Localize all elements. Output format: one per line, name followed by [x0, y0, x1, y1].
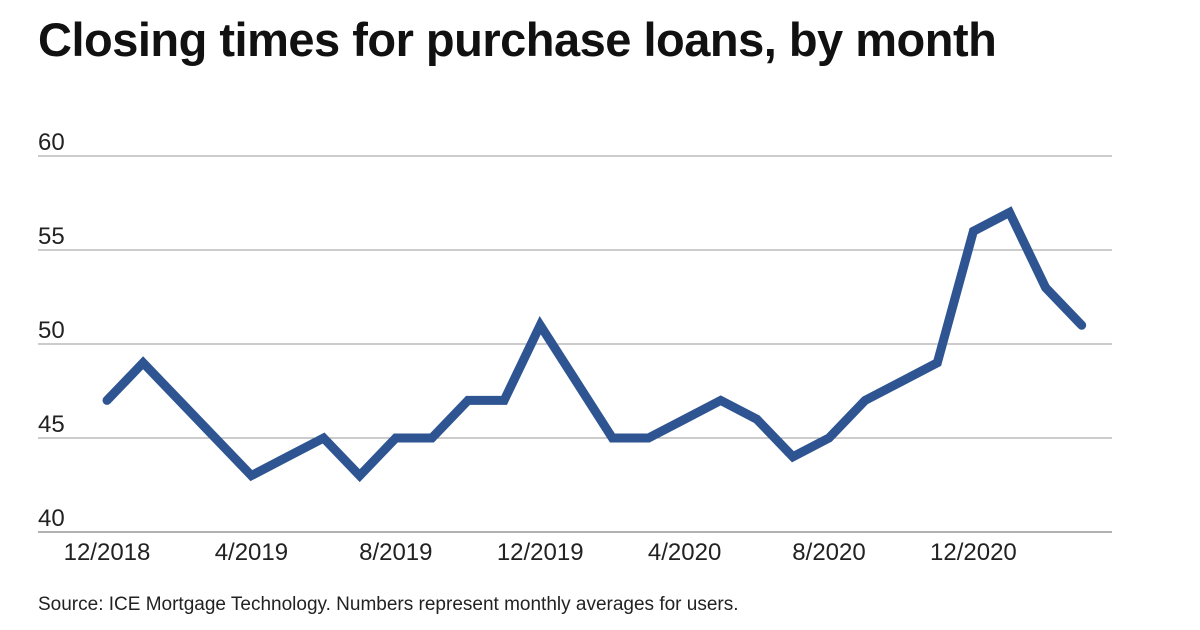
- data-point: [756, 418, 758, 420]
- data-point: [1045, 287, 1047, 289]
- x-tick-label: 8/2019: [359, 539, 432, 566]
- x-tick-label: 12/2018: [64, 539, 151, 566]
- y-axis-ticks: 40 45 50 55 60: [38, 129, 65, 532]
- data-point: [1009, 211, 1010, 213]
- x-tick-label: 4/2020: [648, 539, 721, 566]
- data-point: [503, 399, 505, 401]
- data-point: [395, 437, 397, 439]
- data-point: [900, 381, 902, 383]
- gridlines: [38, 155, 1112, 533]
- x-tick-label: 12/2020: [930, 539, 1017, 566]
- data-point: [142, 362, 144, 364]
- data-point: [431, 437, 433, 439]
- x-tick-label: 12/2019: [497, 539, 584, 566]
- data-point: [323, 437, 325, 439]
- data-point: [972, 230, 974, 232]
- source-note: Source: ICE Mortgage Technology. Numbers…: [38, 594, 739, 615]
- x-axis-ticks: 12/2018 4/2019 8/2019 12/2019 4/2020 8/2020 12…: [64, 539, 1017, 566]
- series-layer: [102, 206, 1087, 483]
- data-point: [828, 437, 830, 439]
- data-point: [214, 437, 216, 439]
- line-chart: 40 45 50 55 60 12/2018 4/2019 8/2019 12/2019 4/2…: [38, 129, 1112, 566]
- data-point: [250, 475, 252, 477]
- data-point: [467, 399, 469, 401]
- y-tick-label: 40: [38, 505, 65, 532]
- data-point: [864, 399, 866, 401]
- data-point: [648, 437, 649, 439]
- series-line-0: [102, 206, 1087, 483]
- data-point: [106, 399, 108, 401]
- data-point: [287, 456, 288, 458]
- data-point: [720, 399, 722, 401]
- x-tick-label: 4/2019: [215, 539, 288, 566]
- data-point: [359, 475, 361, 477]
- data-point: [611, 437, 613, 439]
- y-tick-label: 45: [38, 411, 65, 438]
- data-point: [575, 381, 577, 383]
- data-point: [178, 399, 180, 401]
- x-tick-label: 8/2020: [792, 539, 865, 566]
- data-point: [792, 456, 794, 458]
- y-tick-label: 50: [38, 317, 65, 344]
- chart-title: Closing times for purchase loans, by mon…: [38, 13, 997, 66]
- y-tick-label: 55: [38, 223, 65, 250]
- data-point: [684, 418, 686, 420]
- data-point: [936, 362, 938, 364]
- data-point: [1081, 324, 1083, 326]
- data-point: [539, 324, 541, 326]
- y-tick-label: 60: [38, 129, 65, 156]
